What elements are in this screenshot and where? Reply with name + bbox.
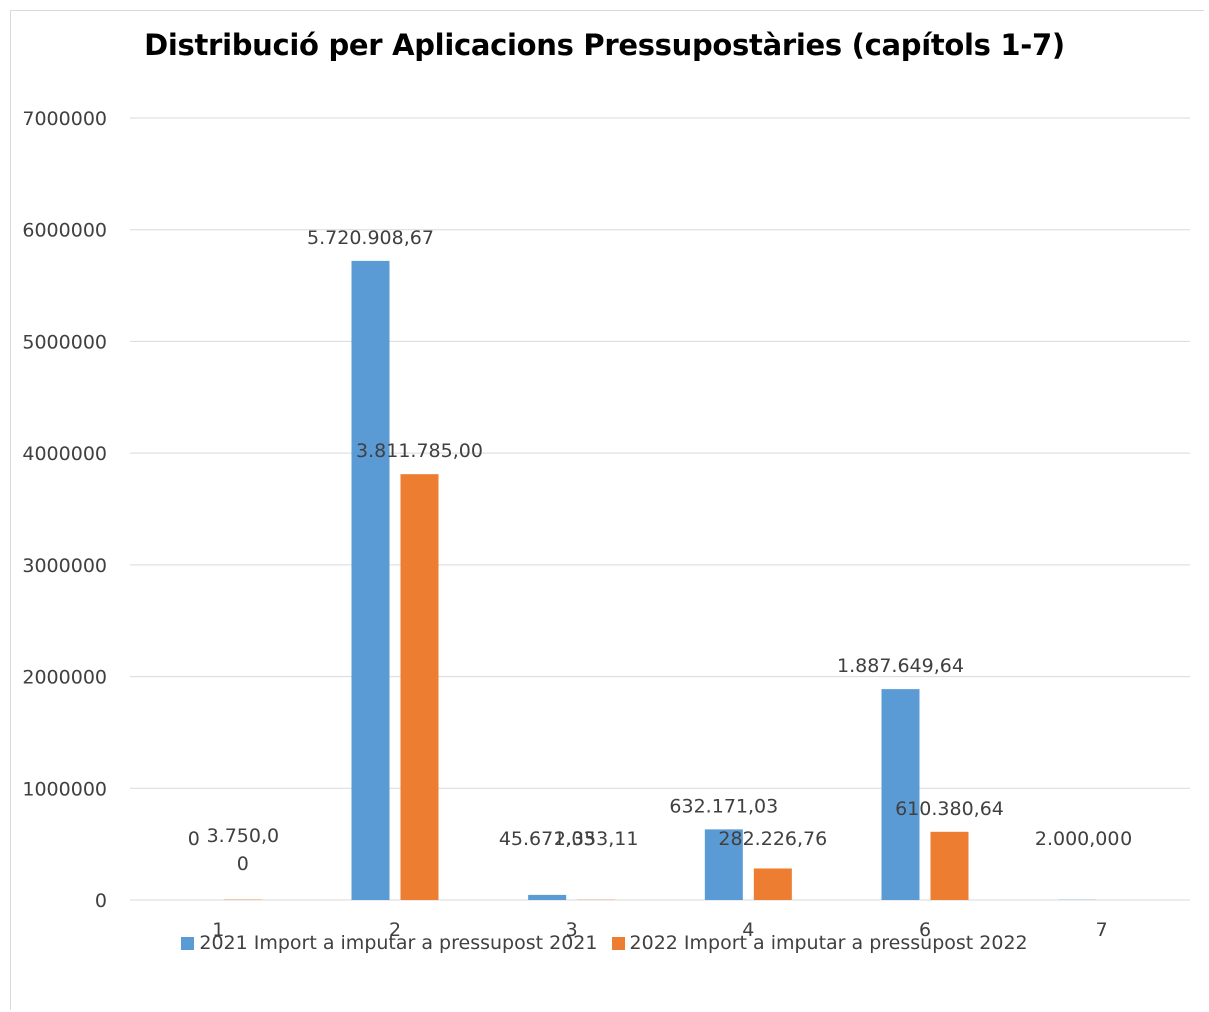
legend-item-2021: 2021 Import a imputar a pressupost 2021 bbox=[181, 932, 597, 954]
x-tick-label-1: 1 bbox=[212, 919, 224, 941]
chart-frame bbox=[10, 10, 1204, 1010]
legend-label-2021: 2021 Import a imputar a pressupost 2021 bbox=[199, 932, 598, 954]
data-label-2021-cat-2: 5.720.908,67 bbox=[307, 227, 434, 249]
bar-2021-cat-3 bbox=[528, 894, 567, 900]
legend-label-2022: 2022 Import a imputar a pressupost 2022 bbox=[629, 932, 1028, 954]
legend-swatch-2021 bbox=[181, 936, 195, 950]
y-tick-label-5: 5000000 bbox=[22, 331, 107, 353]
bar-2022-cat-2 bbox=[400, 474, 439, 900]
data-label-2021-cat-4: 632.171,03 bbox=[669, 795, 778, 817]
data-label-2022-cat-7: 0 bbox=[1120, 828, 1132, 850]
data-label-2022-cat-4: 282.226,76 bbox=[718, 828, 827, 850]
data-label-2021-cat-3: 45.671,03 bbox=[499, 828, 596, 850]
y-tick-label-1: 1000000 bbox=[22, 778, 107, 800]
legend-item-2022: 2022 Import a imputar a pressupost 2022 bbox=[611, 932, 1028, 954]
y-tick-label-2: 2000000 bbox=[22, 667, 107, 689]
legend: 2021 Import a imputar a pressupost 2021 … bbox=[0, 932, 1209, 955]
data-label-2021-cat-1: 0 bbox=[188, 828, 200, 850]
data-label-2022-cat-6: 610.380,64 bbox=[895, 798, 1004, 820]
y-tick-label-3: 3000000 bbox=[22, 555, 107, 577]
y-tick-label-0: 0 bbox=[95, 890, 107, 912]
data-label-2021-cat-7: 2.000,00 bbox=[1035, 828, 1120, 850]
data-label-2021-cat-6: 1.887.649,64 bbox=[837, 655, 964, 677]
x-tick-label-3: 3 bbox=[566, 919, 578, 941]
y-tick-label-4: 4000000 bbox=[22, 443, 107, 465]
bar-2021-cat-2 bbox=[351, 260, 390, 900]
x-tick-label-6: 6 bbox=[919, 919, 931, 941]
y-tick-label-7: 7000000 bbox=[22, 108, 107, 130]
chart-title: Distribució per Aplicacions Pressupostàr… bbox=[144, 28, 1065, 62]
bar-2022-cat-6 bbox=[930, 831, 969, 900]
x-tick-label-7: 7 bbox=[1096, 919, 1108, 941]
data-label-2022-cat-2: 3.811.785,00 bbox=[356, 440, 483, 462]
x-tick-label-4: 4 bbox=[742, 919, 754, 941]
data-label-2022-cat-3: 2.353,11 bbox=[554, 828, 639, 850]
y-tick-label-6: 6000000 bbox=[22, 220, 107, 242]
bar-2021-cat-4 bbox=[704, 829, 743, 900]
x-tick-label-2: 2 bbox=[389, 919, 401, 941]
data-label-2022-cat-1: 3.750,0 0 bbox=[207, 825, 280, 875]
bar-2022-cat-4 bbox=[753, 868, 792, 900]
legend-swatch-2022 bbox=[611, 936, 625, 950]
bar-2021-cat-6 bbox=[881, 689, 920, 900]
